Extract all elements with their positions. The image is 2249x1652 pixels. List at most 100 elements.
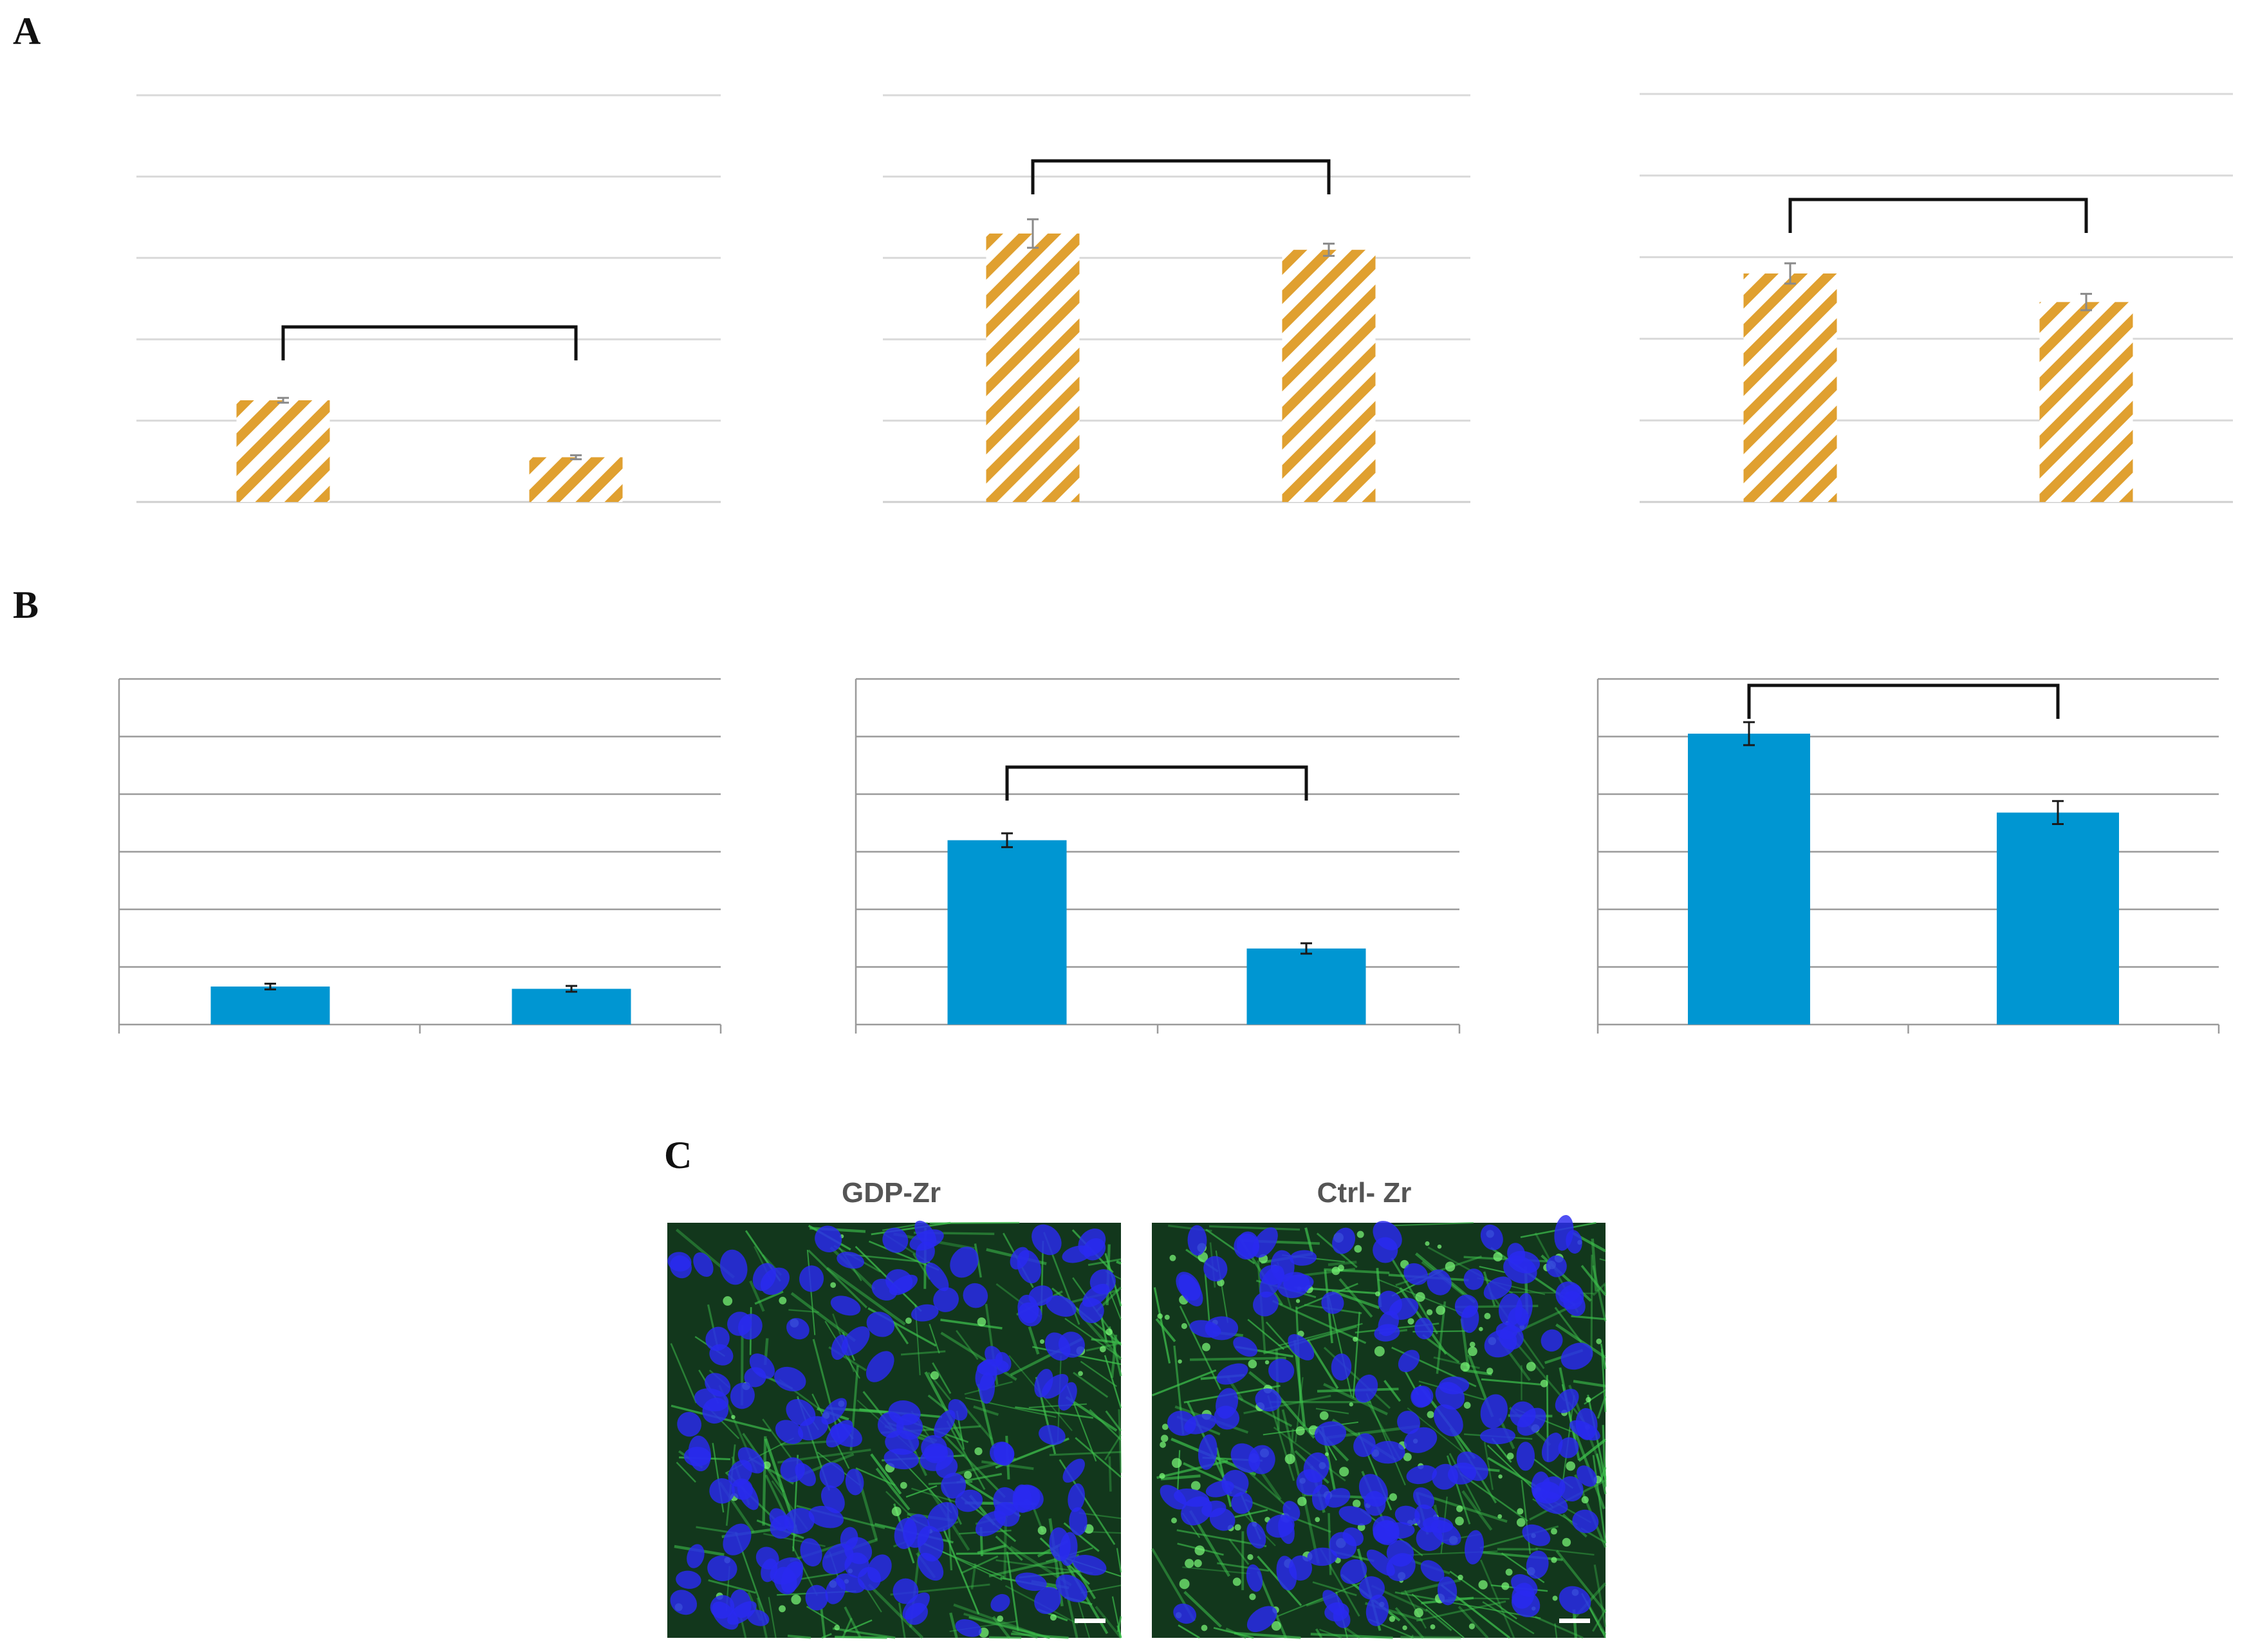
focal-adhesion-spot: [1445, 1261, 1456, 1272]
focal-adhesion-spot: [1455, 1516, 1464, 1526]
actin-fiber: [1593, 1564, 1607, 1628]
focal-adhesion-spot: [1179, 1579, 1190, 1590]
nucleus: [963, 1283, 988, 1308]
nucleus: [784, 1508, 815, 1534]
bar-gdp-zr: [210, 986, 330, 1025]
nucleus: [1259, 1265, 1284, 1298]
focal-adhesion-spot: [1106, 1328, 1113, 1335]
nucleus: [1526, 1550, 1549, 1579]
actin-fiber: [1479, 1559, 1515, 1638]
micrograph-gdp-zr: [667, 1220, 1122, 1639]
focal-adhesion-spot: [723, 1296, 733, 1306]
actin-fiber: [1075, 1437, 1122, 1478]
nucleus: [1231, 1492, 1253, 1514]
actin-fiber: [754, 1290, 784, 1305]
focal-adhesion-spot: [1540, 1379, 1548, 1387]
actin-fiber: [961, 1555, 999, 1574]
actin-fiber: [911, 1487, 958, 1503]
actin-fiber: [1306, 1339, 1339, 1389]
nucleus: [670, 1255, 692, 1279]
actin-fiber: [1213, 1627, 1254, 1639]
panel-label-a: A: [13, 10, 41, 52]
actin-fiber: [1065, 1396, 1118, 1432]
focal-adhesion-spot: [1234, 1524, 1241, 1531]
nucleus: [709, 1478, 735, 1504]
nucleus: [730, 1382, 755, 1409]
nucleus: [1062, 1458, 1085, 1483]
actin-fiber: [1365, 1393, 1406, 1486]
nucleus: [1290, 1250, 1317, 1266]
focal-adhesion-spot: [1468, 1346, 1477, 1357]
focal-adhesion-spot: [1169, 1254, 1176, 1261]
nucleus: [1017, 1250, 1041, 1284]
actin-fiber: [1095, 1606, 1122, 1639]
focal-adhesion-spot: [1297, 1496, 1307, 1507]
significance-bracket: [1788, 198, 2088, 233]
focal-adhesion-spot: [1178, 1359, 1182, 1364]
nucleus: [719, 1249, 748, 1285]
actin-fiber: [1160, 1474, 1201, 1481]
panel-label-c: C: [664, 1134, 692, 1176]
actin-fiber: [995, 1536, 1023, 1561]
actin-fiber: [1425, 1608, 1452, 1631]
actin-fiber: [1111, 1334, 1118, 1378]
nucleus: [1559, 1586, 1591, 1615]
nucleus: [805, 1584, 828, 1611]
actin-fiber: [1234, 1631, 1301, 1640]
focal-adhesion-spot: [1526, 1362, 1536, 1371]
actin-fiber: [1315, 1407, 1349, 1415]
focal-adhesion-spot: [891, 1507, 902, 1516]
focal-adhesion-spot: [1493, 1252, 1503, 1262]
actin-fiber: [1116, 1616, 1122, 1633]
nucleus: [1555, 1281, 1584, 1310]
actin-fiber: [1604, 1284, 1607, 1294]
actin-fiber: [835, 1635, 887, 1639]
actin-fiber: [992, 1615, 1011, 1639]
focal-adhesion-spot: [1468, 1623, 1475, 1629]
actin-fiber: [1400, 1635, 1461, 1640]
actin-fiber: [1352, 1312, 1360, 1398]
nucleus: [819, 1462, 845, 1489]
nucleus: [687, 1544, 705, 1568]
focal-adhesion-spot: [977, 1317, 986, 1326]
focal-adhesion-spot: [1478, 1326, 1483, 1332]
focal-adhesion-spot: [1374, 1346, 1385, 1357]
nucleus: [820, 1485, 845, 1514]
nucleus: [916, 1241, 935, 1263]
actin-fiber: [1178, 1624, 1200, 1639]
nucleus: [705, 1373, 731, 1397]
focal-adhesion-spot: [1039, 1339, 1044, 1344]
nucleus: [1358, 1474, 1388, 1507]
nucleus: [837, 1251, 865, 1269]
nucleus: [1433, 1404, 1463, 1436]
actin-fiber: [1189, 1357, 1286, 1361]
nucleus: [693, 1252, 714, 1277]
nucleus: [994, 1442, 1014, 1466]
focal-adhesion-spot: [1194, 1545, 1205, 1555]
actin-fiber: [940, 1319, 1003, 1330]
focal-adhesion-spot: [1389, 1493, 1397, 1501]
actin-fiber: [1534, 1616, 1584, 1639]
actin-fiber: [1108, 1456, 1112, 1492]
focal-adhesion-spot: [1586, 1397, 1591, 1403]
focal-adhesion-spot: [1517, 1508, 1524, 1515]
bar-ctrl-zr: [1282, 250, 1376, 502]
nucleus: [893, 1578, 919, 1604]
nucleus: [1480, 1224, 1503, 1250]
nucleus: [1411, 1386, 1431, 1408]
actin-fiber: [1433, 1356, 1480, 1369]
actin-fiber: [1597, 1395, 1607, 1419]
focal-adhesion-spot: [1375, 1291, 1380, 1297]
actin-fiber: [1578, 1438, 1607, 1462]
nucleus: [1386, 1540, 1414, 1567]
focal-adhesion-spot: [905, 1317, 912, 1324]
nucleus: [1198, 1434, 1217, 1470]
nucleus: [1181, 1496, 1212, 1526]
actin-fiber: [924, 1371, 963, 1441]
actin-fiber: [1384, 1380, 1402, 1402]
actin-fiber: [821, 1633, 832, 1639]
significance-bracket: [1031, 159, 1331, 194]
scale-bar: [1075, 1619, 1106, 1623]
actin-fiber: [1555, 1550, 1607, 1613]
actin-fiber: [912, 1253, 931, 1280]
